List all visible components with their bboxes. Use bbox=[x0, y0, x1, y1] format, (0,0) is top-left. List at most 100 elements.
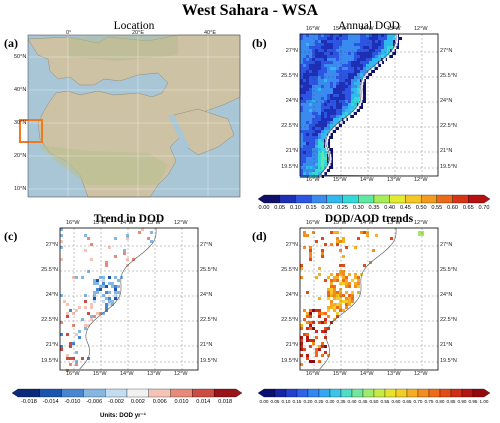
lat-tick: 19.5°N bbox=[440, 164, 457, 170]
colorbar-tick: 0.40 bbox=[384, 205, 396, 211]
region-box bbox=[19, 119, 43, 143]
panel-b-label: (b) bbox=[252, 36, 267, 50]
location-map bbox=[19, 34, 241, 198]
lat-tick: 10°N bbox=[14, 186, 27, 192]
lon-tick: 13°W bbox=[387, 371, 401, 377]
lat-tick: 19.5°N bbox=[281, 164, 298, 170]
lat-tick: 27°N bbox=[440, 48, 453, 54]
lon-tick: 0° bbox=[66, 30, 72, 36]
colorbar-c-units: Units: DOD yr⁻¹ bbox=[100, 412, 146, 419]
lon-tick: 12°W bbox=[174, 220, 188, 226]
lon-tick: 12°W bbox=[414, 371, 428, 377]
lon-tick: 16°W bbox=[306, 26, 320, 32]
colorbar-tick: 0.95 bbox=[468, 399, 478, 404]
lat-tick: 19.5°N bbox=[41, 358, 58, 364]
lat-tick: 22.5°N bbox=[281, 123, 298, 129]
colorbar-tick: 0.60 bbox=[391, 399, 401, 404]
panel-d-title: DOD/AOD trends bbox=[324, 213, 414, 225]
panel-d-label: (d) bbox=[252, 229, 267, 243]
lat-tick: 30°N bbox=[14, 120, 27, 126]
lat-tick: 25.5°N bbox=[200, 267, 217, 273]
lon-tick: 12°W bbox=[414, 26, 428, 32]
lat-tick: 50°N bbox=[14, 54, 27, 60]
colorbar-tick: 0.002 bbox=[130, 399, 145, 405]
colorbar-tick: 0.90 bbox=[457, 399, 467, 404]
lon-tick: 13°W bbox=[147, 220, 161, 226]
lon-tick: 14°W bbox=[120, 220, 134, 226]
lon-tick: 14°W bbox=[120, 371, 134, 377]
lat-tick: 21°N bbox=[440, 342, 453, 348]
colorbar-tick: 0.05 bbox=[270, 399, 280, 404]
lat-tick: 22.5°N bbox=[440, 317, 457, 323]
colorbar-tick: -0.006 bbox=[86, 399, 103, 405]
colorbar-tick: 0.80 bbox=[435, 399, 445, 404]
figure-title: West Sahara - WSA bbox=[181, 2, 319, 19]
colorbar-tick: -0.018 bbox=[20, 399, 37, 405]
lat-tick: 27°N bbox=[285, 242, 298, 248]
lat-tick: 27°N bbox=[285, 48, 298, 54]
dod-trend-map bbox=[59, 227, 199, 372]
lat-tick: 21°N bbox=[45, 342, 58, 348]
lat-tick: 25.5°N bbox=[281, 267, 298, 273]
colorbar-tick: 0.20 bbox=[303, 399, 313, 404]
colorbar-tick: 0.60 bbox=[447, 205, 458, 211]
lon-tick: 16°W bbox=[66, 220, 80, 226]
colorbar-tick: -0.002 bbox=[108, 399, 125, 405]
colorbar-tick: 0.55 bbox=[380, 399, 390, 404]
lat-tick: 19.5°N bbox=[200, 358, 217, 364]
lat-tick: 27°N bbox=[440, 242, 453, 248]
lat-tick: 21°N bbox=[285, 342, 298, 348]
lat-tick: 22.5°N bbox=[440, 123, 457, 129]
colorbar-tick: 0.15 bbox=[305, 205, 317, 211]
lat-tick: 21°N bbox=[285, 148, 298, 154]
lat-tick: 24°N bbox=[200, 292, 213, 298]
lon-tick: 13°W bbox=[387, 177, 401, 183]
colorbar-tick: 0.85 bbox=[446, 399, 456, 404]
panel-c-label: (c) bbox=[4, 229, 18, 243]
colorbar-b bbox=[257, 194, 491, 204]
colorbar-c bbox=[11, 388, 243, 398]
lon-tick: 15°W bbox=[333, 177, 347, 183]
colorbar-tick: 0.010 bbox=[174, 399, 189, 405]
lon-tick: 15°W bbox=[333, 26, 347, 32]
colorbar-tick: 0.75 bbox=[424, 399, 434, 404]
colorbar-tick: 0.018 bbox=[218, 399, 233, 405]
lon-tick: 15°W bbox=[93, 371, 107, 377]
colorbar-tick: 0.55 bbox=[431, 205, 443, 211]
dod-aod-trend-map bbox=[299, 227, 439, 371]
lat-tick: 27°N bbox=[200, 242, 213, 248]
colorbar-d bbox=[257, 388, 491, 398]
lon-tick: 16°W bbox=[306, 220, 320, 226]
colorbar-tick: 0.50 bbox=[369, 399, 379, 404]
lat-tick: 19.5°N bbox=[281, 358, 298, 364]
lat-tick: 24°N bbox=[440, 292, 453, 298]
colorbar-tick: 0.014 bbox=[196, 399, 211, 405]
colorbar-tick: 0.30 bbox=[325, 399, 335, 404]
colorbar-tick: 0.35 bbox=[336, 399, 346, 404]
colorbar-tick: 0.25 bbox=[314, 399, 324, 404]
colorbar-tick: 0.10 bbox=[289, 205, 301, 211]
lat-tick: 19.5°N bbox=[440, 358, 457, 364]
lat-tick: 22.5°N bbox=[281, 317, 298, 323]
colorbar-tick: 0.20 bbox=[321, 205, 333, 211]
colorbar-tick: 0.70 bbox=[478, 205, 490, 211]
lon-tick: 14°W bbox=[360, 220, 374, 226]
lon-tick: 16°W bbox=[66, 371, 80, 377]
lon-tick: 12°W bbox=[174, 371, 188, 377]
colorbar-tick: 0.05 bbox=[274, 205, 286, 211]
colorbar-tick: 0.65 bbox=[402, 399, 412, 404]
lat-tick: 24°N bbox=[285, 292, 298, 298]
colorbar-tick: 0.70 bbox=[413, 399, 423, 404]
colorbar-tick: 0.00 bbox=[258, 205, 270, 211]
lon-tick: 15°W bbox=[93, 220, 107, 226]
lat-tick: 27°N bbox=[45, 242, 58, 248]
colorbar-tick: 0.50 bbox=[415, 205, 427, 211]
lat-tick: 20°N bbox=[14, 153, 27, 159]
lon-tick: 15°W bbox=[333, 220, 347, 226]
colorbar-tick: 0.25 bbox=[337, 205, 348, 211]
lon-tick: 14°W bbox=[360, 371, 374, 377]
panel-a-title: Location bbox=[113, 20, 155, 32]
annual-dod-map bbox=[299, 33, 439, 178]
colorbar-tick: 1.00 bbox=[479, 399, 489, 404]
colorbar-tick: 0.35 bbox=[368, 205, 380, 211]
